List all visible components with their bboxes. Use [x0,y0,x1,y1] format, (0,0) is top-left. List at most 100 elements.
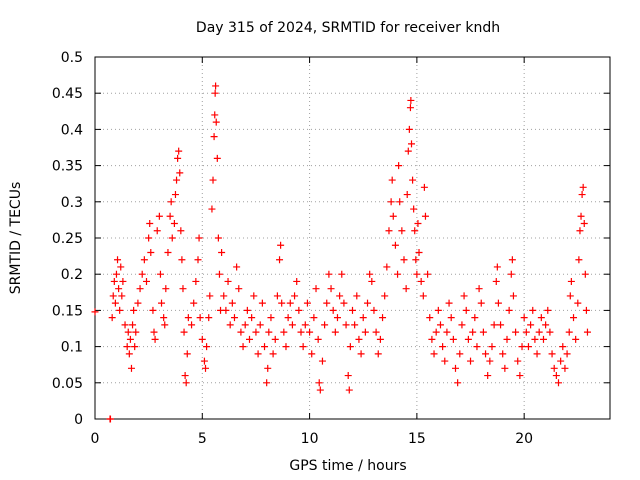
data-point [385,227,393,235]
data-point [552,372,560,380]
data-point [420,183,428,191]
data-point [329,306,337,314]
data-point [467,357,475,365]
data-point [361,328,369,336]
data-point [581,270,589,278]
data-point [151,335,159,343]
data-point [179,285,187,293]
data-point [366,270,374,278]
data-point [288,321,296,329]
data-point [572,335,580,343]
data-point [533,350,541,358]
data-point [116,306,124,314]
y-tick-label: 0.1 [61,340,83,356]
data-point [460,292,468,300]
data-point [239,343,247,351]
data-point [577,212,585,220]
data-point [340,299,348,307]
data-point [580,220,588,228]
data-point [426,314,434,322]
data-point [364,299,372,307]
data-point [406,104,414,112]
data-point [192,277,200,285]
data-point [213,154,221,162]
data-point [417,277,425,285]
data-point [156,270,164,278]
data-point [434,306,442,314]
data-point [486,357,494,365]
data-point [462,306,470,314]
data-point [117,263,125,271]
data-point [174,154,182,162]
data-point [210,133,218,141]
data-point [576,227,584,235]
y-tick-label: 0.4 [61,122,83,138]
data-point [567,277,575,285]
data-point [114,256,122,264]
data-point [408,140,416,148]
data-point [529,306,537,314]
data-point [579,183,587,191]
y-tick-label: 0.15 [52,303,83,319]
data-point [345,386,353,394]
data-point [432,328,440,336]
data-point [336,292,344,300]
data-point [196,314,204,322]
data-point [271,335,279,343]
data-point [214,234,222,242]
data-point [419,292,427,300]
data-point [203,343,211,351]
data-point [494,299,502,307]
data-point [248,314,256,322]
data-point [308,350,316,358]
data-point [501,364,509,372]
data-point [509,292,517,300]
data-point [280,328,288,336]
data-point [411,227,419,235]
data-point [130,306,138,314]
data-point [355,335,363,343]
data-point [226,321,234,329]
x-axis-label: GPS time / hours [289,458,406,474]
data-point [146,220,154,228]
data-point [233,263,241,271]
data-point [166,212,174,220]
data-point [132,328,140,336]
data-point [258,299,266,307]
data-point [205,314,213,322]
data-point [211,111,219,119]
data-point [445,299,453,307]
data-point [118,292,126,300]
data-point [475,285,483,293]
data-point [109,292,117,300]
data-point [503,335,511,343]
data-point [514,357,522,365]
data-point [194,256,202,264]
y-tick-label: 0.25 [52,231,83,247]
data-point [198,335,206,343]
data-point [284,314,292,322]
data-point [212,118,220,126]
data-point [331,328,339,336]
data-point [368,277,376,285]
data-point [161,321,169,329]
data-point [314,335,322,343]
data-point [181,372,189,380]
data-point [150,328,158,336]
data-point [548,350,556,358]
data-point [301,321,309,329]
data-point [184,314,192,322]
data-point [167,198,175,206]
y-tick-label: 0.5 [61,50,83,66]
data-point [264,364,272,372]
data-point [316,386,324,394]
data-point [265,328,273,336]
data-point [134,299,142,307]
data-point [315,379,323,387]
x-tick-label: 15 [408,431,426,447]
data-point [158,299,166,307]
data-point [206,292,214,300]
data-point [550,364,558,372]
data-point [218,248,226,256]
data-point [177,227,185,235]
